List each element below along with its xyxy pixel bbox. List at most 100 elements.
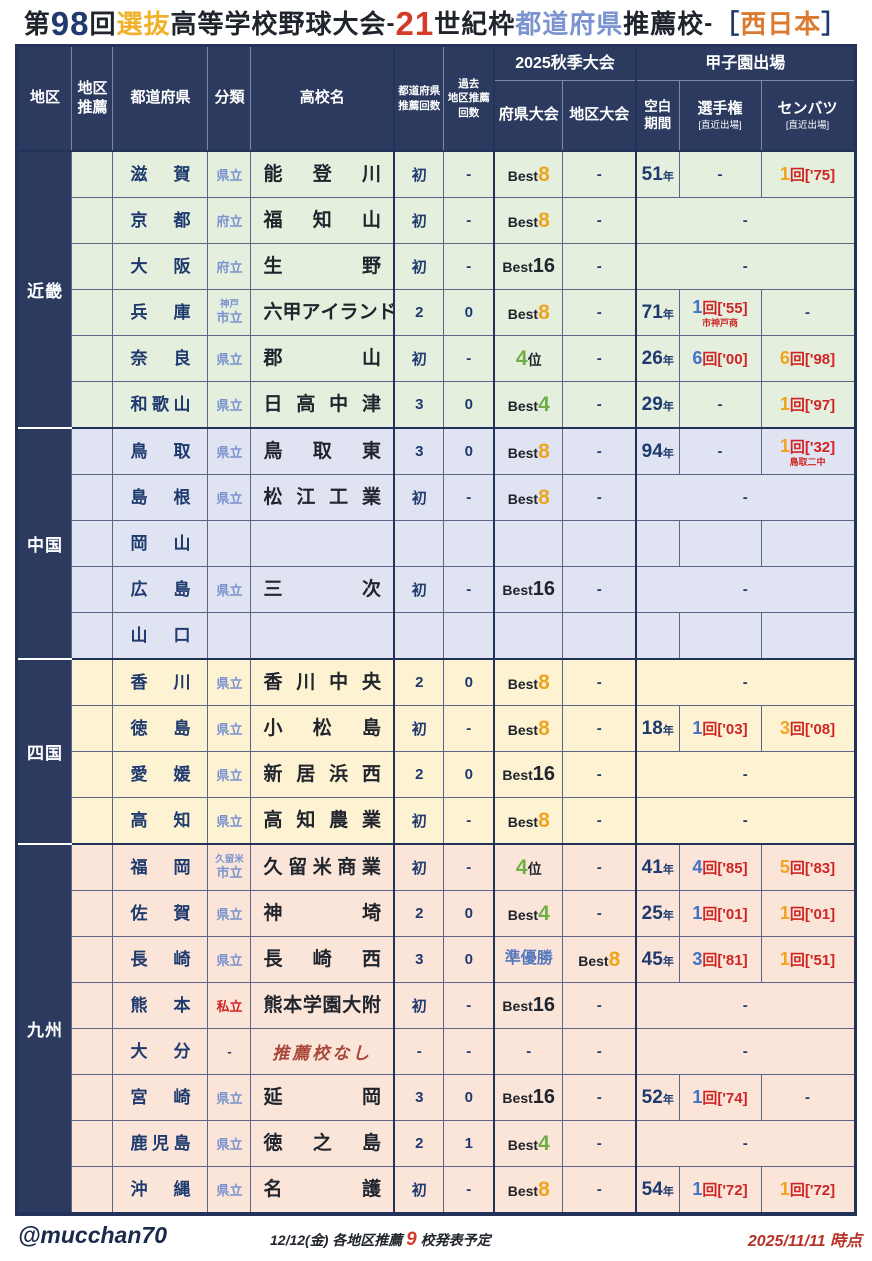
- pref-count-cell: 3: [393, 936, 445, 984]
- col-header-fuken-taikai: 府県大会: [493, 80, 564, 152]
- pref-count-cell: 2: [393, 289, 445, 337]
- past-count-cell: 0: [443, 751, 495, 799]
- fuken-result-cell: Best4: [493, 1120, 564, 1168]
- text-part: 推薦校: [623, 8, 705, 39]
- col-header-senshuken-sub: [直近出場]: [698, 119, 742, 131]
- text-part: -: [596, 442, 602, 460]
- text-part: 回['83]: [789, 860, 836, 878]
- district-recommend-cell: [71, 705, 114, 753]
- text-part: 選抜: [116, 8, 171, 39]
- text-part: -: [526, 1042, 532, 1060]
- senbatsu-cell: 1回['32] 鳥取二中: [760, 427, 856, 476]
- text-part: ］: [821, 8, 849, 39]
- text-part: 回['32]: [789, 438, 836, 456]
- district-recommend-cell: [71, 982, 114, 1030]
- text-part: Best: [502, 998, 533, 1015]
- text-part: 位: [527, 860, 542, 877]
- past-count-cell: 1: [443, 1120, 495, 1168]
- senbatsu-cell: 1回['97]: [760, 381, 856, 429]
- region-cell: 中国: [16, 427, 73, 660]
- text-part: 年: [662, 1093, 674, 1106]
- text-part: 位: [527, 351, 542, 368]
- text-part: Best: [578, 952, 609, 969]
- text-part: 回['98]: [789, 351, 836, 369]
- text-part: 8: [538, 300, 550, 324]
- text-part: -: [596, 765, 602, 783]
- pref-count-cell: 初: [393, 843, 445, 892]
- footer: @mucchan70 12/12(金) 各地区推薦 9 校発表予定 2025/1…: [8, 1219, 864, 1261]
- category-cell: 県立: [207, 658, 252, 707]
- past-count-cell: -: [443, 797, 495, 845]
- past-count-cell: 0: [443, 1074, 495, 1122]
- text-part: -: [596, 165, 602, 183]
- text-part: -: [596, 996, 602, 1014]
- senshuken-cell: 1回['74]: [678, 1074, 762, 1122]
- text-part: Best: [507, 397, 539, 414]
- text-part: 回['74]: [702, 1090, 748, 1108]
- prefecture-cell: 長崎: [112, 936, 209, 984]
- senshuken-cell: 1回['01]: [678, 890, 762, 938]
- text-part: 16: [532, 1086, 556, 1109]
- senbatsu-cell: 1回['01]: [760, 890, 856, 938]
- text-part: 1: [779, 903, 790, 924]
- text-part: 8: [538, 808, 550, 832]
- credit-handle: @mucchan70: [18, 1222, 167, 1249]
- school-cell: [250, 612, 395, 660]
- school-cell: 久留米商業: [250, 843, 395, 892]
- footer-as-of-date: 2025/11/11 時点: [747, 1233, 862, 1251]
- text-part: -: [717, 442, 723, 460]
- senshuken-cell: 6回['00]: [678, 335, 762, 383]
- senshuken-cell: 1回['03]: [678, 705, 762, 753]
- school-cell: [250, 520, 395, 568]
- text-part: 4: [692, 857, 703, 878]
- pref-count-cell: 2: [393, 751, 445, 799]
- text-part: Best: [507, 213, 539, 230]
- school-cell: 生野: [250, 243, 395, 291]
- category-cell: 府立: [207, 243, 252, 291]
- text-part: -: [596, 488, 602, 506]
- senbatsu-cell: 1回['75]: [760, 150, 856, 199]
- pref-count-cell: 初: [393, 197, 445, 245]
- text-part: 第: [23, 8, 51, 39]
- koshien-merged-cell: -: [635, 1120, 856, 1168]
- footer-announcement: 12/12(金) 各地区推薦 9 校発表予定: [270, 1229, 491, 1251]
- text-part: -: [742, 580, 748, 598]
- district-recommend-cell: [71, 1166, 114, 1215]
- fuken-result-cell: Best4: [493, 890, 564, 938]
- category-cell: 県立: [207, 890, 252, 938]
- category-cell: 県立: [207, 427, 252, 476]
- school-cell: 高知農業: [250, 797, 395, 845]
- senshuken-cell: 1回['72]: [678, 1166, 762, 1215]
- fuken-result-cell: 準優勝: [493, 936, 564, 984]
- prefecture-cell: 鳥取: [112, 427, 209, 476]
- text-part: -: [742, 765, 748, 783]
- text-part: -: [742, 673, 748, 691]
- text-part: 1: [692, 296, 703, 317]
- text-part: Best: [507, 490, 539, 507]
- text-part: 12/12(金): [270, 1232, 333, 1249]
- category-cell: 県立: [207, 150, 252, 199]
- text-part: Best: [507, 721, 539, 738]
- blank-period-cell: 54年: [635, 1166, 680, 1215]
- senbatsu-cell: 3回['08]: [760, 705, 856, 753]
- text-part: 52: [641, 1086, 663, 1108]
- district-result-cell: -: [562, 1166, 638, 1215]
- text-part: 54: [641, 1178, 663, 1200]
- fuken-result-cell: Best8: [493, 797, 564, 845]
- district-result-cell: -: [562, 1028, 638, 1076]
- blank-period-cell: 18年: [635, 705, 680, 753]
- past-count-cell: -: [443, 197, 495, 245]
- text-part: 都道府県: [515, 8, 624, 39]
- koshien-merged-cell: -: [635, 474, 856, 522]
- text-part: -: [742, 996, 748, 1014]
- school-cell: 鳥取東: [250, 427, 395, 476]
- category-cell: 府立: [207, 197, 252, 245]
- pref-count-cell: 3: [393, 381, 445, 429]
- prefecture-cell: 佐賀: [112, 890, 209, 938]
- category-cell: 県立: [207, 705, 252, 753]
- koshien-merged-cell: -: [635, 751, 856, 799]
- koshien-merged-cell: -: [635, 566, 856, 614]
- blank-period-cell: 71年: [635, 289, 680, 337]
- category-cell: 神戸 市立: [207, 289, 252, 337]
- text-part: 各地区推薦: [332, 1232, 407, 1249]
